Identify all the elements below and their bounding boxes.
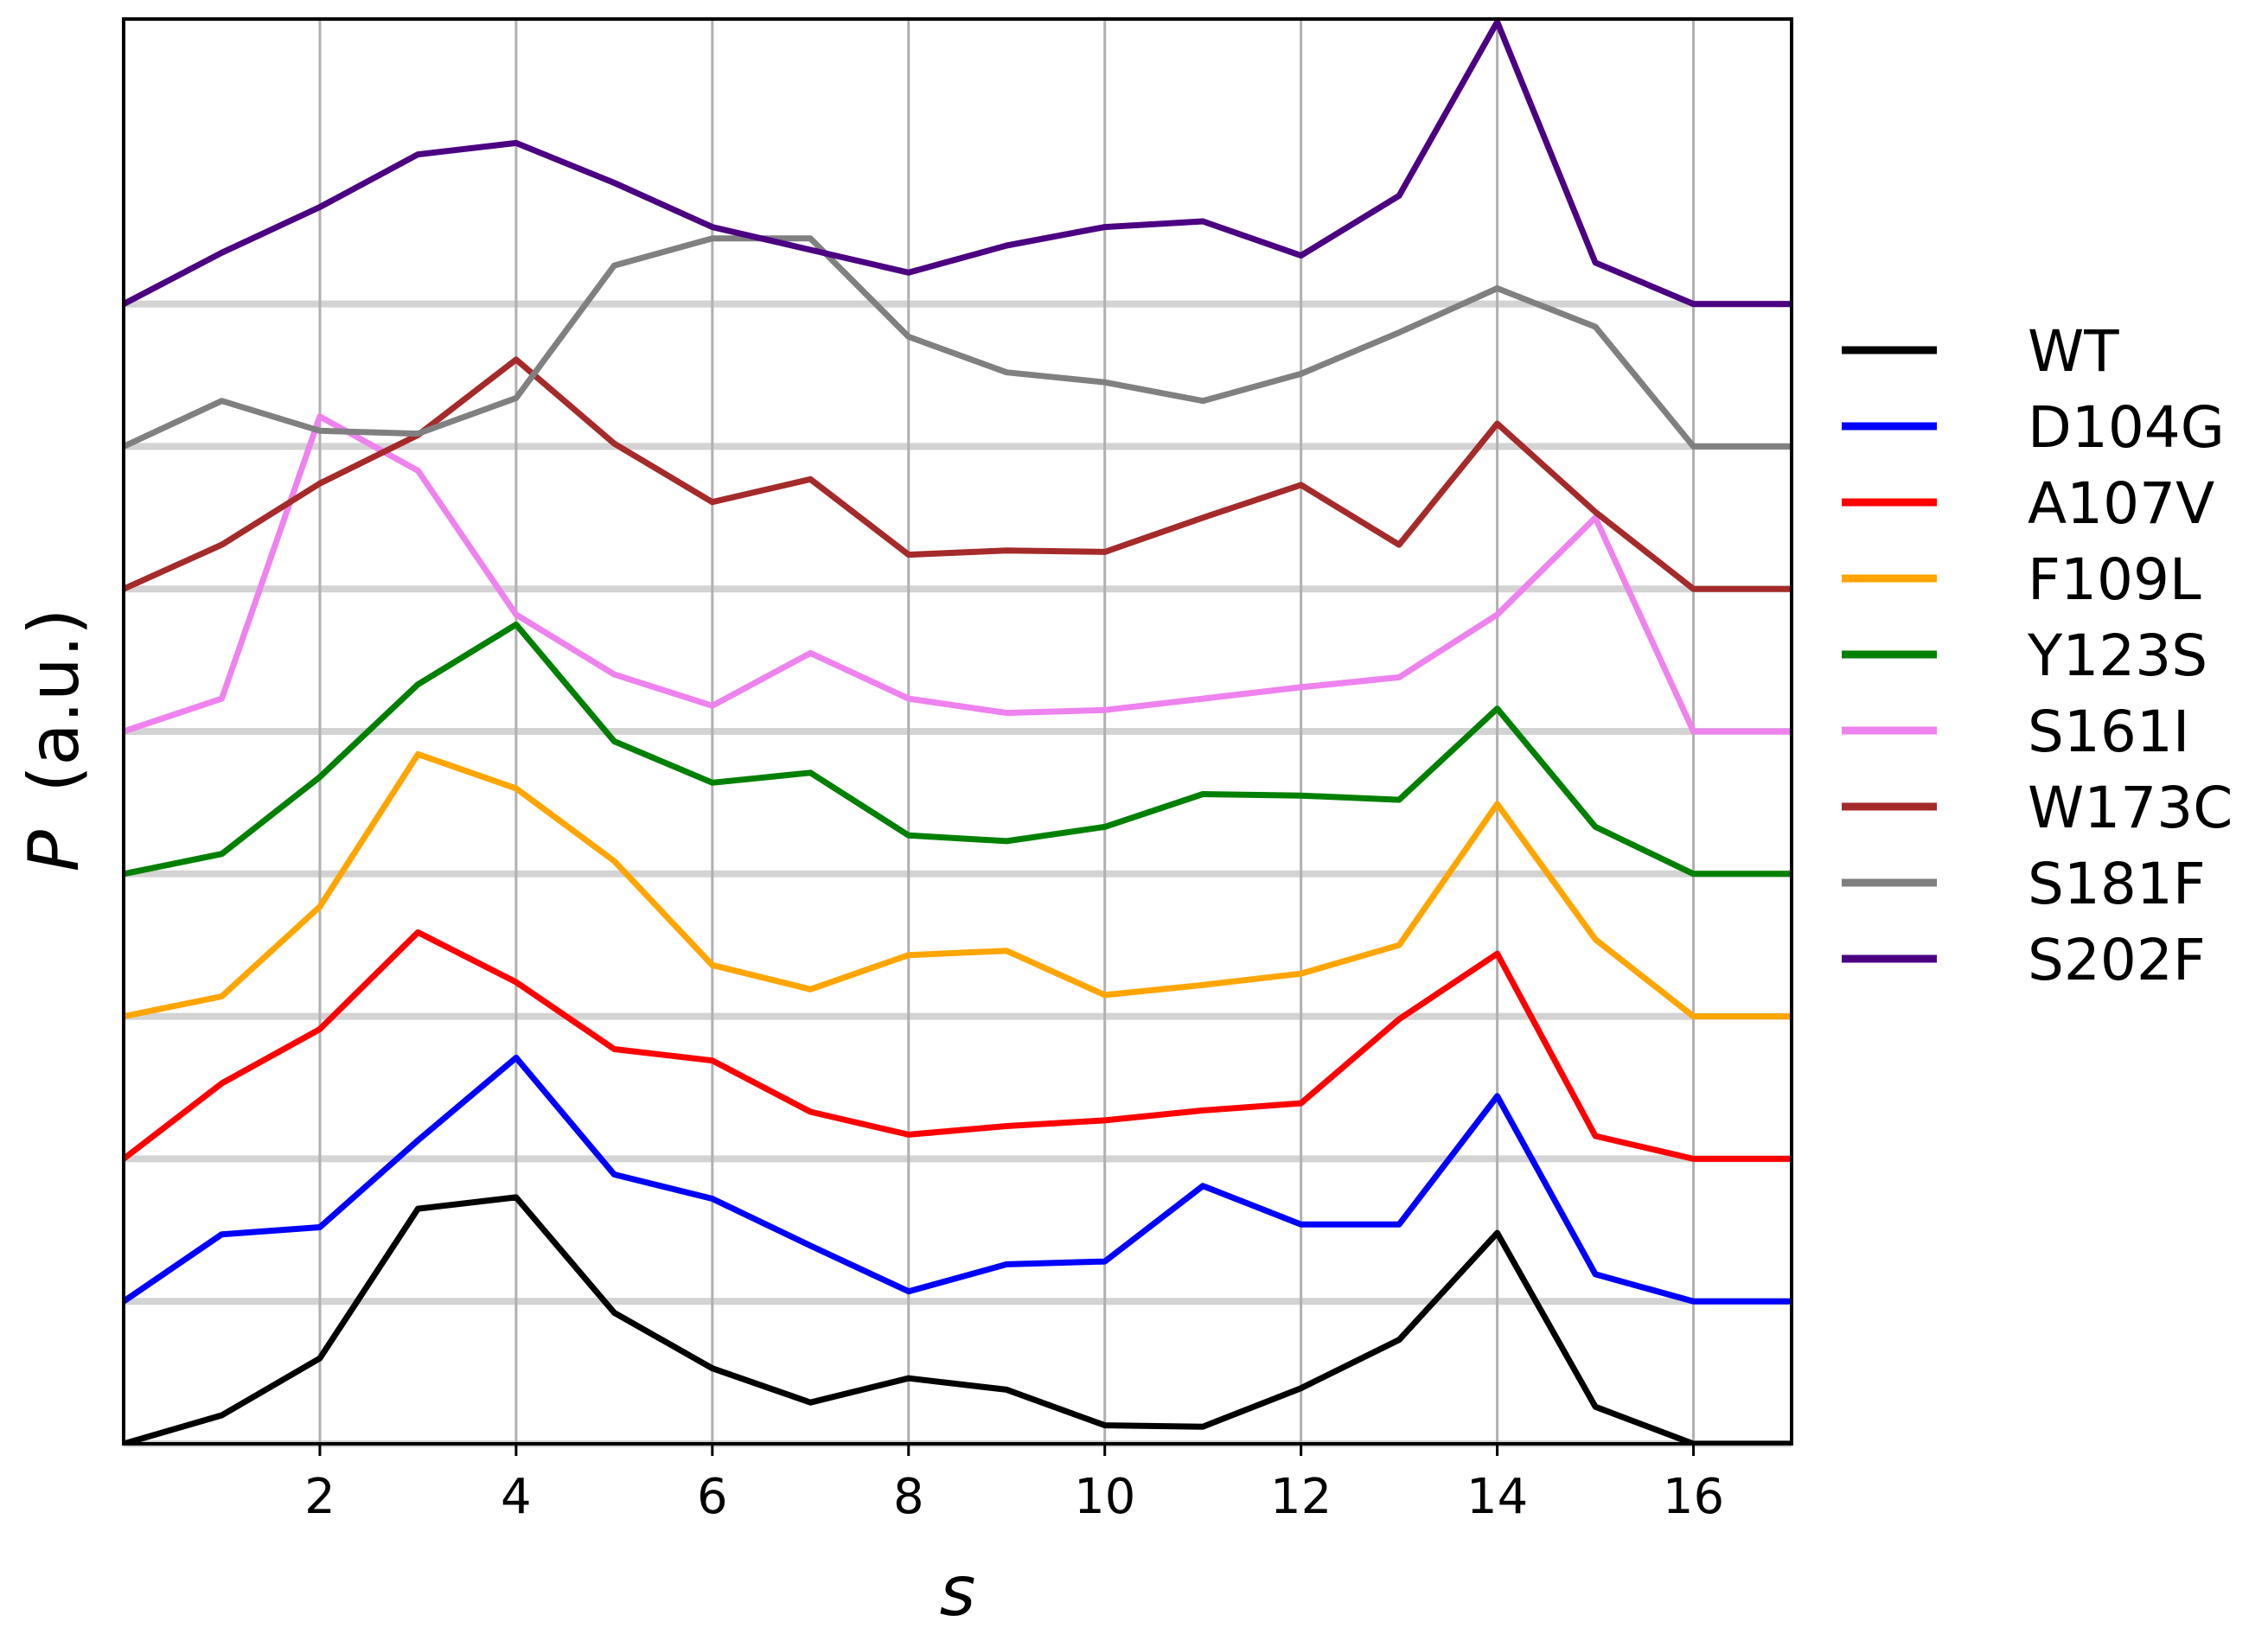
legend-label: F109L [2028, 546, 2201, 613]
legend-label: S161I [2028, 699, 2189, 765]
series-line-a107v [124, 929, 1792, 1162]
legend: WT D104G A107V F109L Y123S S161I W173C S181F S20… [1842, 318, 2233, 993]
series-line-d104g [124, 1054, 1792, 1305]
x-tick-label: 6 [697, 1469, 728, 1525]
series-line-wt [124, 1194, 1792, 1446]
y-axis-label-symbol: P [14, 829, 94, 871]
legend-label: S181F [2028, 851, 2206, 917]
y-axis-label: P (a.u.) [14, 609, 94, 872]
x-tick-label: 12 [1270, 1469, 1332, 1525]
plot-frame [122, 17, 1793, 1446]
x-axis-label: s [940, 1551, 976, 1631]
series-line-y123s [124, 621, 1792, 878]
x-tick-label: 2 [304, 1469, 335, 1525]
series-line-s181f [124, 235, 1792, 450]
x-tick-label: 4 [501, 1469, 532, 1525]
x-tick-label: 16 [1663, 1469, 1724, 1525]
legend-label: S202F [2028, 927, 2206, 993]
x-tick-label: 10 [1074, 1469, 1135, 1525]
legend-label: A107V [2028, 470, 2214, 537]
legend-label: W173C [2028, 775, 2233, 841]
series-line-s161i [124, 413, 1792, 735]
x-tick-label: 8 [893, 1469, 924, 1525]
series-line-w173c [124, 356, 1792, 592]
legend-label: Y123S [2027, 622, 2207, 689]
series-line-f109l [124, 750, 1792, 1020]
series-lines [124, 18, 1792, 1446]
legend-label: WT [2028, 318, 2119, 385]
x-tick-label: 14 [1466, 1469, 1528, 1525]
legend-label: D104G [2028, 394, 2225, 461]
x-axis-ticks: 2 4 6 8 10 12 14 16 [304, 1444, 1724, 1525]
y-axis-label-unit: (a.u.) [14, 609, 94, 793]
series-line-s202f [124, 18, 1792, 308]
